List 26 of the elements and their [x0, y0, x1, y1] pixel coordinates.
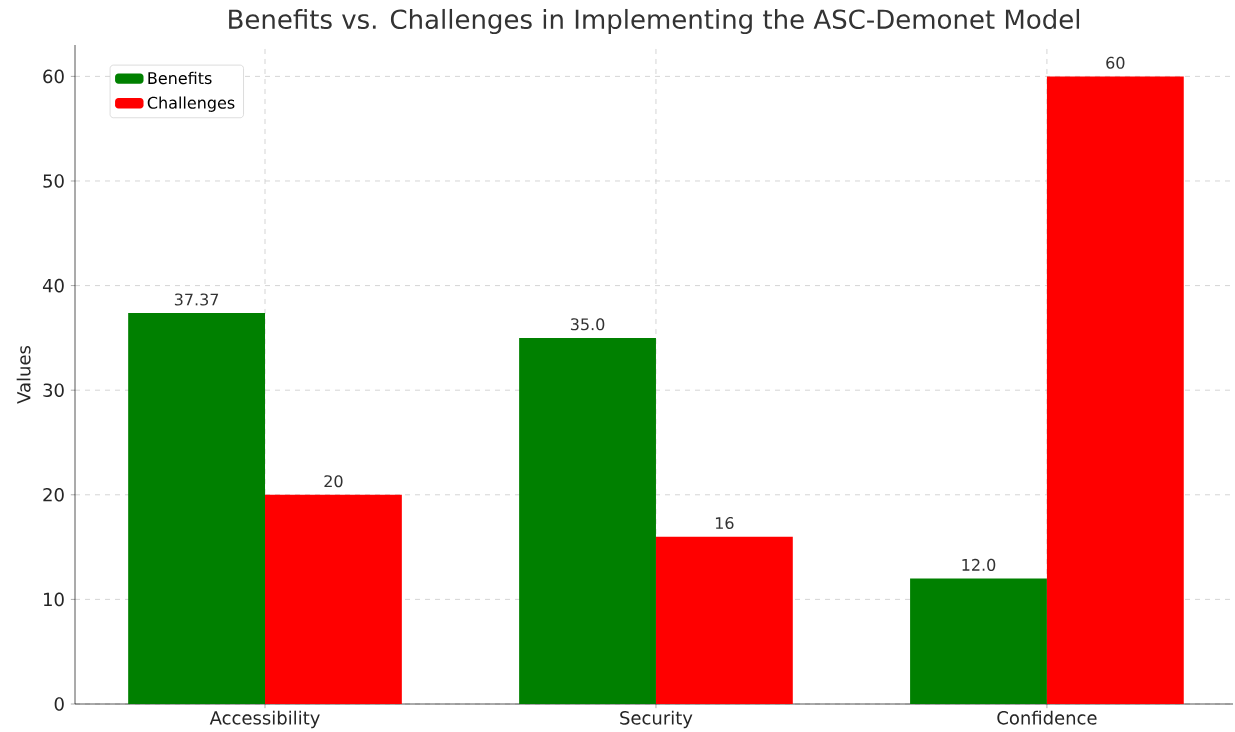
data-label: 12.0: [962, 558, 996, 571]
bar: [128, 313, 266, 704]
bar: [265, 494, 402, 704]
data-label: 60: [1106, 56, 1125, 69]
y-tick-label: 40: [42, 278, 64, 293]
y-tick-label: 0: [54, 697, 64, 711]
data-label: 20: [324, 475, 343, 488]
data-label: 37.37: [174, 293, 219, 306]
x-tick-label: Confidence: [997, 710, 1097, 725]
data-label: 16: [715, 516, 734, 530]
y-axis-title: Values: [16, 345, 31, 404]
y-tick-label: 30: [43, 383, 64, 398]
legend-label: Benefits: [148, 71, 212, 85]
y-tick-label: 20: [43, 487, 64, 502]
y-tick-label: 60: [43, 69, 64, 84]
y-tick-label: 10: [44, 592, 64, 607]
data-label: 35.0: [570, 318, 605, 331]
bar: [655, 536, 793, 704]
x-tick-label: Accessibility: [209, 710, 320, 729]
chart-title: Benefits vs. Challenges in Implementing the ASC-Demonet Model: [229, 8, 1080, 35]
bar: [1046, 76, 1184, 704]
bar: [519, 337, 656, 704]
legend-label: Challenges: [147, 96, 235, 112]
x-tick-label: Security: [620, 710, 693, 729]
bar: [910, 578, 1047, 704]
y-tick-label: 50: [43, 174, 64, 188]
